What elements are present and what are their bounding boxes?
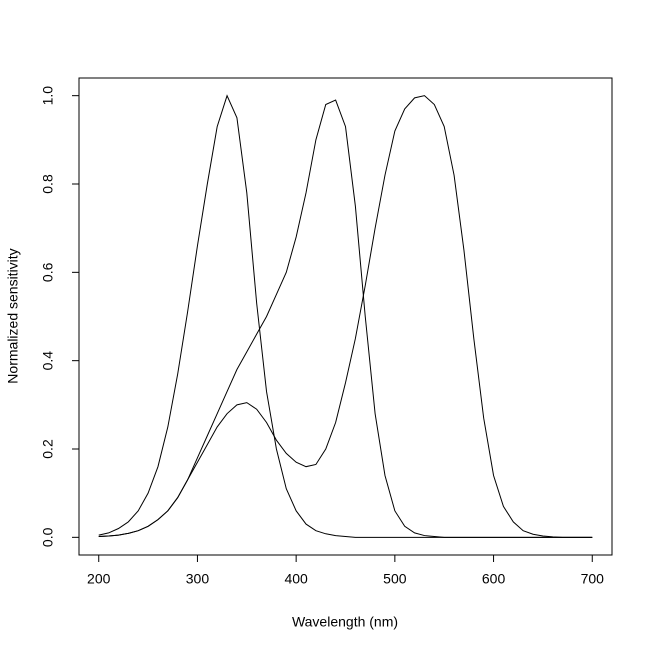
y-tick-label: 0.2 <box>40 439 56 459</box>
x-tick-label: 700 <box>581 571 605 587</box>
line <box>98 95 593 538</box>
y-tick-label: 0.8 <box>40 174 56 194</box>
x-tick-label: 600 <box>482 571 506 587</box>
y-tick-label: 1.0 <box>40 86 56 106</box>
x-tick-label: 400 <box>284 571 308 587</box>
y-tick-label: 0.0 <box>40 527 56 547</box>
line <box>98 94 593 538</box>
x-axis-label: Wavelength (nm) <box>292 614 398 630</box>
y-axis-label: Normalized sensitivity <box>5 248 21 383</box>
x-tick-label: 200 <box>87 571 111 587</box>
y-tick-label: 0.6 <box>40 262 56 282</box>
plot-box <box>78 77 613 556</box>
x-tick-label: 500 <box>383 571 407 587</box>
x-tick-label: 300 <box>186 571 210 587</box>
y-tick-label: 0.4 <box>40 351 56 371</box>
line <box>98 99 593 538</box>
